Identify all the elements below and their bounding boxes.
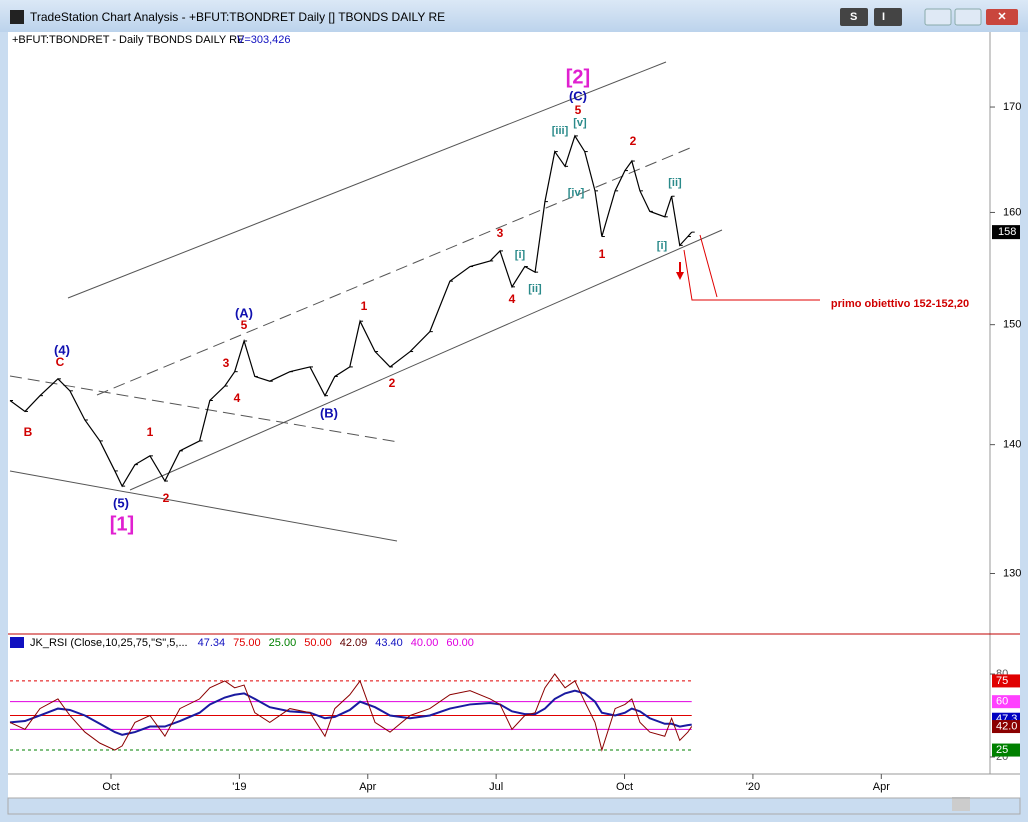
indicator-readout: 47.34	[198, 637, 226, 649]
value-box-label: 75	[996, 675, 1008, 687]
wave-label: 4	[509, 292, 516, 306]
wave-label: primo obiettivo 152-152,20	[831, 298, 969, 310]
wave-label: [i]	[515, 249, 526, 261]
indicator-readout: 60.00	[446, 637, 474, 649]
wave-label: 3	[223, 356, 230, 370]
channel-lower	[129, 229, 723, 491]
indicator-icon	[10, 637, 24, 648]
window-title: TradeStation Chart Analysis - +BFUT:TBON…	[30, 10, 445, 24]
maximize-button[interactable]	[954, 8, 982, 26]
value-box-label: 42.0	[996, 720, 1017, 732]
trendline-dashed	[9, 375, 399, 443]
y-tick-label: 130	[1003, 567, 1021, 579]
value-box	[992, 720, 1020, 734]
wave-label: [iii]	[552, 125, 569, 137]
wave-label: (C)	[569, 88, 587, 103]
wave-label: 5	[575, 103, 582, 117]
minimize-button[interactable]	[924, 8, 952, 26]
wave-label: [2]	[566, 66, 590, 88]
value-box-label: 25	[996, 744, 1008, 756]
indicator-readout: 40.00	[411, 637, 439, 649]
value-box-label: 60	[996, 696, 1008, 708]
wave-label: [i]	[657, 240, 668, 252]
wave-label: 2	[163, 491, 170, 505]
wave-label: [ii]	[668, 177, 682, 189]
indicator-title: JK_RSI (Close,10,25,75,"S",5,...	[30, 637, 188, 649]
value-box	[992, 674, 1020, 688]
down-arrow-head	[676, 272, 684, 280]
chart-area	[8, 32, 1020, 798]
volume-label: V=303,426	[237, 34, 291, 46]
indicator-readout: 43.40	[375, 637, 403, 649]
wave-label: [v]	[573, 117, 587, 129]
indicator-readout: 50.00	[304, 637, 332, 649]
wave-label: C	[56, 355, 65, 369]
indicator-readout: 42.09	[340, 637, 368, 649]
x-tick-label: Apr	[873, 781, 890, 793]
x-tick-label: Oct	[102, 781, 119, 793]
app-icon	[10, 10, 24, 24]
wave-label: 1	[147, 425, 154, 439]
indicator-readout: 75.00	[233, 637, 261, 649]
target-line	[683, 249, 820, 301]
rsi-line	[9, 689, 692, 736]
wave-label: 4	[234, 391, 241, 405]
svg-text:✕: ✕	[997, 11, 1006, 23]
last-price-label: 158	[998, 226, 1016, 238]
y-tick-label: 140	[1003, 439, 1021, 451]
rsi-line	[9, 673, 693, 752]
x-tick-label: '19	[232, 781, 246, 793]
wave-label: (5)	[113, 495, 129, 510]
close-button[interactable]	[986, 9, 1018, 25]
wave-label: (A)	[235, 305, 253, 320]
x-tick-label: Apr	[359, 781, 376, 793]
wave-label: B	[24, 425, 33, 439]
x-tick-label: Jul	[489, 781, 503, 793]
indicator-button[interactable]	[874, 8, 902, 26]
wave-label: [1]	[110, 513, 134, 535]
symbol-label: +BFUT:TBONDRET - Daily TBONDS DAILY RE	[12, 34, 244, 46]
y-tick-label: 170	[1003, 101, 1021, 113]
y-tick-label: 160	[1003, 206, 1021, 218]
wave-label: 5	[241, 318, 248, 332]
x-tick-label: '20	[746, 781, 760, 793]
y-tick-label: 150	[1003, 319, 1021, 331]
style-button[interactable]	[840, 8, 868, 26]
scrollbar[interactable]	[7, 797, 1021, 815]
x-tick-label: Oct	[616, 781, 633, 793]
wave-label: [ii]	[528, 283, 542, 295]
value-box	[992, 743, 1020, 757]
wave-label: (B)	[320, 405, 338, 420]
value-box	[992, 695, 1020, 709]
wave-label: 1	[599, 247, 606, 261]
indicator-button-label[interactable]: I	[882, 11, 885, 23]
wave-label: 2	[630, 134, 637, 148]
trendline	[9, 470, 398, 542]
price-line	[9, 134, 693, 488]
wave-label: (4)	[54, 342, 70, 357]
wave-label: [iv]	[568, 187, 585, 199]
wave-label: 2	[389, 376, 396, 390]
indicator-readout: 25.00	[269, 637, 297, 649]
scroll-thumb[interactable]	[952, 797, 970, 811]
wave-label: 1	[361, 299, 368, 313]
channel-upper	[67, 61, 667, 299]
wave-label: 3	[497, 226, 504, 240]
last-price-box	[992, 225, 1020, 240]
target-line	[699, 234, 718, 298]
style-button-label[interactable]: S	[850, 11, 857, 23]
